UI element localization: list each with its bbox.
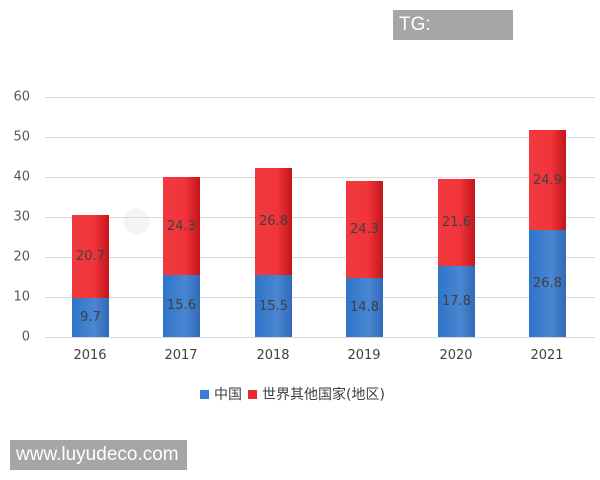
watermark-bottom-left: www.luyudeco.com [10,440,187,470]
gridline-20 [45,257,595,258]
bar-segment-china: 15.6 [163,274,200,337]
bar-segment-china: 9.7 [72,298,109,337]
bar-segment-rest: 24.3 [346,180,383,278]
y-tick-label: 50 [13,129,30,145]
y-tick-label: 20 [13,249,30,265]
x-tick-label: 2021 [530,348,564,363]
bar-2020: 21.6 17.8 [438,179,475,337]
gridline-50 [45,137,595,138]
watermark-top-right: TG: MYYJJPP [393,10,513,65]
legend-item-china: 中国 [200,384,242,404]
x-tick-label: 2016 [73,348,107,363]
bar-2021: 24.9 26.8 [529,130,566,337]
gridline-40 [45,177,595,178]
bar-2017: 24.3 15.6 [163,177,200,337]
x-tick-label: 2019 [347,348,381,363]
bar-segment-rest: 24.9 [529,130,566,230]
bar-segment-rest: 21.6 [438,179,475,266]
legend-swatch-rest-icon [248,389,257,399]
chart-plot-area: 0 10 20 30 40 50 60 20.7 9.7 24.3 15.6 2… [13,90,595,345]
gridline-10 [45,297,595,298]
x-tick-label: 2018 [256,348,290,363]
gridline-0 [45,337,595,338]
bar-segment-rest: 20.7 [72,215,109,299]
legend-label: 世界其他国家(地区) [262,387,385,403]
legend-item-rest-of-world: 世界其他国家(地区) [248,384,385,404]
bar-segment-china: 14.8 [346,277,383,337]
gridline-30 [45,217,595,218]
legend-label: 中国 [214,387,242,403]
chart-legend: 中国 世界其他国家(地区) [200,384,391,404]
y-tick-label: 10 [13,289,30,305]
bar-2018: 26.8 15.5 [255,167,292,337]
legend-swatch-china-icon [200,389,209,399]
bar-segment-china: 15.5 [255,275,292,337]
bar-segment-china: 17.8 [438,265,475,337]
y-tick-label: 40 [13,169,30,185]
y-tick-label: 30 [13,209,30,225]
x-tick-label: 2017 [164,348,198,363]
bar-segment-rest: 24.3 [163,177,200,275]
bar-segment-china: 26.8 [529,229,566,337]
bar-2016: 20.7 9.7 [72,215,109,337]
x-tick-label: 2020 [439,348,473,363]
y-tick-label: 60 [13,89,30,105]
bar-segment-rest: 26.8 [255,167,292,275]
bar-2019: 24.3 14.8 [346,180,383,337]
gridline-60 [45,97,595,98]
y-tick-label: 0 [21,329,30,345]
